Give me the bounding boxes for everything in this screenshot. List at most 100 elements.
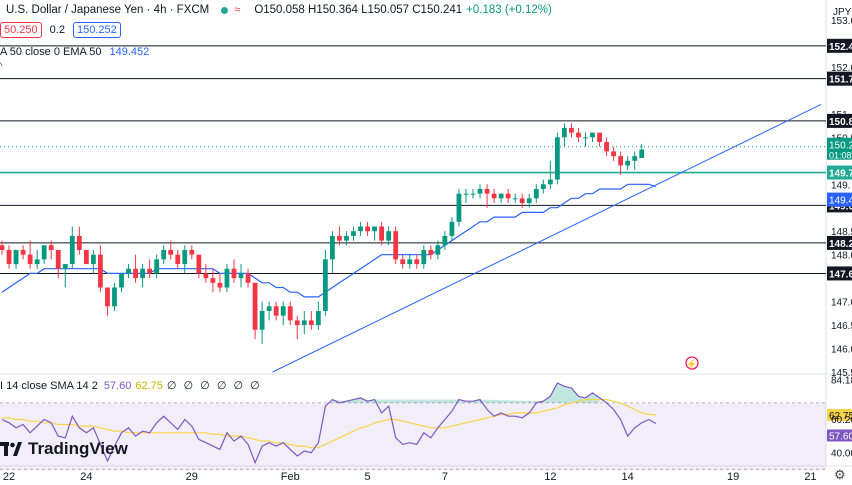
chart-header: U.S. Dollar / Japanese Yen · 4h · FXCM ≈…: [0, 0, 552, 20]
candle-body: [505, 193, 511, 199]
candle-body: [540, 184, 546, 189]
time-axis-tick-label: 5: [364, 471, 370, 483]
candle-body: [414, 259, 420, 265]
candle-body: [533, 188, 539, 199]
rsi-sma-tag-label: 62.75: [829, 411, 852, 422]
candle-body: [315, 310, 321, 326]
price-axis-tick-label: 147.0: [831, 298, 852, 309]
candle-body: [119, 273, 124, 288]
rsi-legend[interactable]: I 14 close SMA 14 2 57.60 62.75 ∅ ∅ ∅ ∅ ∅ ∅: [0, 379, 262, 392]
collapse-legend-icon[interactable]: ^: [0, 62, 3, 73]
price-level-tag: [827, 266, 852, 281]
rsi-legend-extras: ∅ ∅ ∅ ∅ ∅ ∅: [166, 380, 262, 392]
time-axis-tick-label: 24: [80, 471, 92, 483]
candle-body: [337, 235, 342, 241]
candle-body: [13, 249, 19, 265]
candle-body: [98, 254, 103, 288]
price-axis-tick-label: 148.5: [831, 227, 852, 238]
candle-body: [576, 132, 581, 138]
events-lightning-glyph: ⚡: [686, 358, 697, 370]
rsi-band-fill: [0, 402, 826, 470]
candle-body: [126, 268, 131, 274]
candle-body: [386, 231, 392, 241]
candle-body: [512, 198, 518, 200]
candle-body: [154, 259, 160, 274]
candle-body: [6, 249, 12, 265]
spread-value: 0.2: [49, 24, 65, 36]
candle-body: [632, 156, 638, 161]
ema-legend-value: 149.452: [109, 46, 150, 58]
ema-price-tag: [827, 192, 852, 207]
candle-body: [583, 137, 588, 139]
candle-body: [344, 235, 349, 241]
price-level-tag-label: 149.7: [829, 169, 852, 180]
sell-button[interactable]: 50.250: [0, 22, 42, 38]
rsi-axis-tick-label: 60.20: [831, 415, 852, 426]
price-level-tag-label: 147.6: [829, 269, 852, 280]
tradingview-logo-icon: [0, 442, 22, 456]
candle-body: [0, 245, 5, 250]
candle-body: [147, 268, 153, 274]
price-axis-tick-label: 153.0: [831, 16, 852, 27]
candle-body: [421, 249, 427, 265]
candle-body: [189, 249, 195, 255]
candle-body: [55, 249, 61, 269]
time-axis-tick-label: 29: [186, 471, 198, 483]
symbol-title[interactable]: U.S. Dollar / Japanese Yen · 4h · FXCM: [6, 4, 210, 16]
price-level-tag-label: 149.0: [829, 201, 852, 212]
trade-panel: 50.250 0.2 150.252: [0, 22, 121, 38]
time-axis-tick-label: 21: [804, 471, 816, 483]
candle-body: [259, 310, 265, 330]
price-level-tag: [827, 71, 852, 86]
candle-body: [491, 193, 497, 199]
price-level-tag-label: 151.7: [829, 75, 852, 86]
last-price-tag-label: 150.2: [829, 141, 852, 152]
last-price-tag: [827, 137, 852, 160]
time-axis-tick-label: 14: [622, 471, 634, 483]
events-lightning-icon: [685, 356, 699, 370]
rsi-legend-value: 57.60: [103, 380, 132, 392]
ema-legend[interactable]: A 50 close 0 EMA 50 149.452: [0, 46, 149, 58]
candle-body: [287, 306, 293, 321]
buy-button[interactable]: 150.252: [72, 22, 121, 38]
alert-icon[interactable]: ≈: [234, 4, 241, 16]
rsi-value-tag: [827, 429, 852, 442]
candle-body: [308, 320, 314, 326]
ema-50-line: [1, 183, 656, 298]
candle-body: [245, 273, 251, 283]
candle-body: [351, 231, 356, 236]
candle-body: [294, 320, 300, 326]
candle-body: [428, 249, 434, 255]
candle-body: [182, 249, 188, 265]
rsi-line: [1, 382, 657, 465]
candle-body: [69, 235, 75, 265]
rsi-axis-tick-label: 84.18: [831, 375, 852, 386]
price-axis-tick-label: 148.0: [831, 251, 852, 262]
time-axis-tick-label: Feb: [281, 471, 300, 483]
price-level-tag: [827, 113, 852, 128]
candle-body: [330, 235, 335, 260]
price-change: +0.183 (+0.12%): [466, 4, 552, 16]
candle-body: [597, 132, 602, 143]
candle-body: [449, 221, 455, 236]
candle-body: [562, 127, 567, 138]
candle-body: [168, 249, 174, 255]
candle-body: [569, 127, 574, 133]
candle-body: [62, 264, 68, 269]
rsi-overbought-fill: [332, 382, 600, 403]
settings-gear-icon[interactable]: ⚙: [834, 467, 846, 482]
candle-body: [27, 254, 33, 265]
rsi-value-tag-label: 57.60: [829, 431, 852, 442]
price-axis-tick-label: 146.5: [831, 321, 852, 332]
trendline: [272, 104, 822, 373]
candle-body: [526, 198, 532, 204]
candle-body: [34, 259, 40, 265]
candle-body: [400, 259, 406, 265]
candle-body: [140, 268, 145, 279]
ohlc-values: O150.058 H150.364 L150.057 C150.241: [254, 4, 463, 16]
candle-body: [625, 160, 631, 166]
price-axis-tick-label: 146.0: [831, 345, 852, 356]
tradingview-logo[interactable]: TradingView: [0, 436, 128, 462]
candle-body: [238, 273, 244, 279]
